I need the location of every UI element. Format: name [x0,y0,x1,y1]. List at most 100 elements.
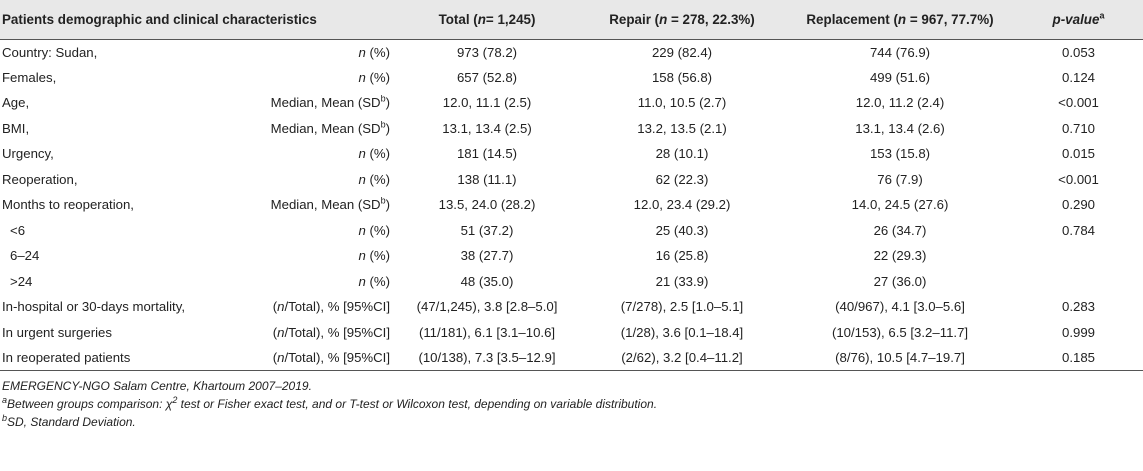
cell-pvalue: 0.283 [1061,299,1095,315]
row-label: In urgent surgeries [2,324,112,340]
row-statistic: n (%) [358,44,390,60]
cell-replacement: 499 (51.6) [869,69,931,85]
header-pvalue: p-valuea [1014,0,1143,40]
header-characteristics: Patients demographic and clinical charac… [0,0,396,40]
cell-total: (47/1,245), 3.8 [2.8–5.0] [416,299,558,315]
cell-total: 13.1, 13.4 (2.5) [442,120,532,136]
row-label: Country: Sudan, [2,44,98,60]
row-label: In-hospital or 30-days mortality, [2,299,185,315]
cell-repair: 12.0, 23.4 (29.2) [633,197,731,213]
row-statistic: (n/Total), % [95%CI] [272,299,390,315]
cell-pvalue: 0.784 [1061,222,1095,238]
cell-pvalue: 0.185 [1014,345,1143,371]
row-statistic: (n/Total), % [95%CI] [218,345,396,371]
cell-repair: 28 (10.1) [655,146,709,162]
cell-repair: 25 (40.3) [655,222,709,238]
row-statistic: Median, Mean (SDb) [270,93,390,111]
cell-pvalue: 0.053 [1061,44,1095,60]
row-label: Females, [2,69,57,85]
cell-replacement: 12.0, 11.2 (2.4) [855,95,945,111]
cell-replacement: 153 (15.8) [869,146,931,162]
cell-repair: 158 (56.8) [651,69,713,85]
cell-pvalue: 0.124 [1061,69,1095,85]
cell-pvalue [1014,269,1143,295]
cell-pvalue: 0.290 [1061,197,1095,213]
table-row: In reoperated patients (n/Total), % [95%C… [0,345,1143,371]
cell-total: 38 (27.7) [460,248,514,264]
footnote-source: EMERGENCY-NGO Salam Centre, Khartoum 200… [2,379,312,393]
cell-total: 181 (14.5) [456,146,518,162]
table-row: Country: Sudan, n (%) 973 (78.2) 229 (82.4)… [0,39,1143,65]
cell-repair: 13.2, 13.5 (2.1) [637,120,727,136]
table-row: Age, Median, Mean (SDb) 12.0, 11.1 (2.5) 11… [0,90,1143,116]
row-label: Reoperation, [2,171,78,187]
cell-replacement: 13.1, 13.4 (2.6) [855,120,945,136]
row-statistic: n (%) [358,273,390,289]
table-row: Urgency, n (%) 181 (14.5) 28 (10.1) 153 (15.… [0,141,1143,167]
cell-replacement: (10/153), 6.5 [3.2–11.7] [831,324,969,340]
cell-replacement: (8/76), 10.5 [4.7–19.7] [786,345,1014,371]
cell-total: (11/181), 6.1 [3.1–10.6] [418,324,556,340]
cell-replacement: 744 (76.9) [869,44,931,60]
cell-replacement: 27 (36.0) [873,273,927,289]
cell-pvalue: <0.001 [1058,171,1099,187]
row-label: >24 [10,273,33,289]
cell-repair: (1/28), 3.6 [0.1–18.4] [620,324,744,340]
row-label: <6 [10,222,26,238]
cell-total: 51 (37.2) [460,222,514,238]
table-body: Country: Sudan, n (%) 973 (78.2) 229 (82.4)… [0,39,1143,371]
characteristics-table: Patients demographic and clinical charac… [0,0,1143,371]
row-statistic: Median, Mean (SDb) [270,119,390,136]
cell-repair: (7/278), 2.5 [1.0–5.1] [620,299,744,315]
cell-replacement: (40/967), 4.1 [3.0–5.6] [835,299,965,315]
cell-repair: 11.0, 10.5 (2.7) [637,95,727,111]
row-label: BMI, [2,120,30,136]
row-statistic: n (%) [358,171,390,187]
cell-total: 973 (78.2) [456,44,518,60]
row-statistic: n (%) [358,69,390,85]
row-label: Age, [2,95,30,111]
header-total: Total (n= 1,245) [396,0,578,40]
cell-pvalue: 0.015 [1061,146,1095,162]
header-replacement: Replacement (n = 967, 77.7%) [786,0,1014,40]
table-row: 6–24 n (%) 38 (27.7) 16 (25.8) 22 (29.3) [0,243,1143,269]
cell-replacement: 26 (34.7) [873,222,927,238]
footnote-a: aBetween groups comparison: χ2 test or F… [2,395,658,412]
row-statistic: (n/Total), % [95%CI] [272,324,390,340]
table-footnotes: EMERGENCY-NGO Salam Centre, Khartoum 200… [0,377,1143,431]
row-statistic: n (%) [358,248,390,264]
cell-total: 138 (11.1) [457,171,517,187]
cell-total: 13.5, 24.0 (28.2) [438,197,536,213]
table-row: In urgent surgeries (n/Total), % [95%CI] (… [0,320,1143,346]
header-repair: Repair (n = 278, 22.3%) [578,0,786,40]
cell-repair: 21 (33.9) [655,273,709,289]
row-label: Urgency, [2,146,54,162]
cell-total: 657 (52.8) [456,69,518,85]
cell-pvalue: 0.999 [1061,324,1095,340]
row-statistic: Median, Mean (SDb) [270,195,390,213]
cell-pvalue: <0.001 [1058,95,1099,111]
table-row: BMI, Median, Mean (SDb) 13.1, 13.4 (2.5) 13… [0,116,1143,142]
row-statistic: n (%) [358,222,390,238]
row-label: 6–24 [10,248,40,264]
table-row: Reoperation, n (%) 138 (11.1) 62 (22.3) 76 (… [0,167,1143,193]
cell-replacement: 14.0, 24.5 (27.6) [851,197,949,213]
row-label: In reoperated patients [0,345,218,371]
cell-repair: 16 (25.8) [655,248,709,264]
cell-pvalue: 0.710 [1061,120,1095,136]
cell-total: 48 (35.0) [460,273,514,289]
table-row: <6 n (%) 51 (37.2) 25 (40.3) 26 (34.7) 0.784 [0,218,1143,244]
cell-pvalue [1014,243,1143,269]
row-label: Months to reoperation, [2,197,134,213]
cell-repair: 229 (82.4) [651,44,713,60]
cell-total: (10/138), 7.3 [3.5–12.9] [396,345,578,371]
row-statistic: n (%) [358,146,390,162]
footnote-b: bSD, Standard Deviation. [2,413,136,430]
table-row: Females, n (%) 657 (52.8) 158 (56.8) 499 (51… [0,65,1143,91]
cell-repair: (2/62), 3.2 [0.4–11.2] [578,345,786,371]
table-row: >24 n (%) 48 (35.0) 21 (33.9) 27 (36.0) [0,269,1143,295]
cell-replacement: 22 (29.3) [873,248,927,264]
table-header-row: Patients demographic and clinical charac… [0,0,1143,40]
cell-replacement: 76 (7.9) [877,171,923,187]
